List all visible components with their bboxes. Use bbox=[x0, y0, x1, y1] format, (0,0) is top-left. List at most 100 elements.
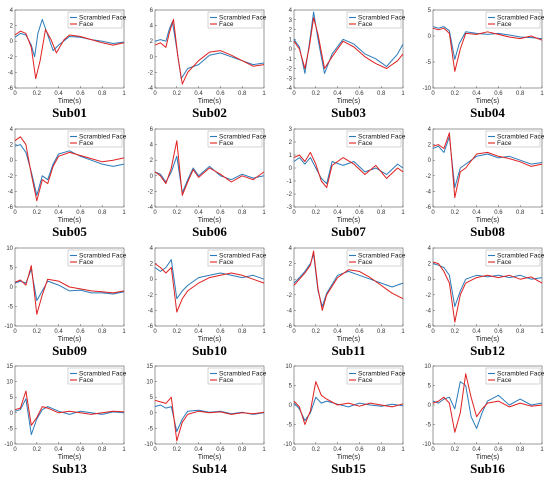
subject-label: Sub14 bbox=[192, 461, 227, 476]
series-line-face bbox=[14, 136, 125, 202]
y-tick-label: 15 bbox=[6, 364, 13, 370]
x-tick-label: 0.8 bbox=[377, 91, 386, 97]
y-tick-label: 5 bbox=[289, 384, 293, 390]
legend-box bbox=[346, 130, 402, 148]
y-tick-label: 5 bbox=[10, 395, 14, 401]
subplot-sub14: -10 -5 0 5 10 15 0 0.2 0.4 0.6 0.8 1 Scrambled FaceF… bbox=[144, 364, 266, 476]
x-tick-label: 0.6 bbox=[494, 447, 503, 453]
legend-label: Face bbox=[358, 21, 373, 28]
x-tick-label: 0.6 bbox=[76, 91, 85, 97]
series-line-face bbox=[154, 18, 265, 85]
x-tick-label: 0.6 bbox=[216, 210, 225, 216]
series-line-face bbox=[432, 261, 543, 323]
legend-box bbox=[67, 249, 123, 267]
x-tick-label: 0.6 bbox=[494, 91, 503, 97]
x-tick-label: 0.2 bbox=[173, 447, 182, 453]
y-tick-label: -6 bbox=[148, 324, 154, 330]
x-tick-label: 0.8 bbox=[516, 447, 525, 453]
y-tick-label: -2 bbox=[148, 70, 154, 76]
y-tick-label: 4 bbox=[150, 24, 154, 30]
y-tick-label: -2 bbox=[287, 192, 293, 198]
x-tick-label: 0 bbox=[292, 447, 296, 453]
y-tick-label: -4 bbox=[287, 86, 293, 92]
legend-label: Face bbox=[219, 140, 234, 147]
x-tick-label: 1 bbox=[401, 210, 405, 216]
x-axis-label: Time(s) bbox=[476, 336, 499, 343]
y-tick-label: -4 bbox=[8, 70, 14, 76]
x-tick-label: 0.2 bbox=[33, 210, 42, 216]
y-tick-label: -5 bbox=[287, 423, 293, 429]
y-tick-label: -3 bbox=[287, 205, 293, 211]
legend-label: Scrambled Face bbox=[219, 15, 267, 22]
x-tick-label: 0 bbox=[13, 91, 17, 97]
y-tick-label: 0 bbox=[150, 55, 154, 61]
x-tick-label: 0 bbox=[153, 91, 157, 97]
x-tick-label: 0.2 bbox=[312, 91, 321, 97]
y-tick-label: -4 bbox=[426, 189, 432, 195]
series-line-face bbox=[432, 373, 543, 433]
x-tick-label: 1 bbox=[122, 329, 126, 335]
y-tick-label: -10 bbox=[4, 324, 13, 330]
x-tick-label: 0 bbox=[153, 447, 157, 453]
y-tick-label: 0 bbox=[428, 158, 432, 164]
y-tick-label: 15 bbox=[146, 364, 153, 370]
x-tick-label: 1 bbox=[262, 91, 266, 97]
series-line-face bbox=[14, 29, 125, 80]
x-tick-label: 0.6 bbox=[216, 91, 225, 97]
y-tick-label: 4 bbox=[428, 127, 432, 133]
x-tick-label: 0.8 bbox=[98, 210, 107, 216]
subject-label: Sub01 bbox=[52, 105, 87, 120]
y-tick-label: -2 bbox=[148, 189, 154, 195]
y-tick-label: 2 bbox=[289, 262, 293, 268]
y-tick-label: 10 bbox=[146, 380, 153, 386]
subject-label: Sub07 bbox=[331, 224, 366, 239]
y-tick-label: 0 bbox=[10, 39, 14, 45]
x-tick-label: 1 bbox=[540, 91, 544, 97]
series-line-scrambled-face bbox=[154, 404, 265, 432]
y-tick-label: 0 bbox=[428, 34, 432, 40]
subject-label: Sub03 bbox=[331, 105, 366, 120]
x-tick-label: 0.4 bbox=[472, 210, 481, 216]
x-tick-label: 0.8 bbox=[98, 329, 107, 335]
x-tick-label: 0 bbox=[13, 210, 17, 216]
x-tick-label: 0.8 bbox=[377, 447, 386, 453]
x-tick-label: 0.6 bbox=[355, 447, 364, 453]
x-tick-label: 1 bbox=[401, 91, 405, 97]
y-tick-label: 0 bbox=[289, 47, 293, 53]
legend-label: Scrambled Face bbox=[358, 371, 406, 378]
x-tick-label: 0.2 bbox=[33, 91, 42, 97]
x-tick-label: 0 bbox=[431, 329, 435, 335]
y-tick-label: -6 bbox=[426, 324, 432, 330]
series-line-face bbox=[293, 250, 404, 311]
legend-label: Scrambled Face bbox=[79, 253, 127, 260]
legend-label: Scrambled Face bbox=[79, 371, 127, 378]
y-tick-label: -4 bbox=[148, 205, 154, 211]
x-tick-label: 0 bbox=[13, 329, 17, 335]
series-line-scrambled-face bbox=[14, 144, 125, 196]
x-tick-label: 0.2 bbox=[33, 329, 42, 335]
y-tick-label: 4 bbox=[150, 143, 154, 149]
y-tick-label: -10 bbox=[283, 442, 292, 448]
subject-label: Sub06 bbox=[192, 224, 227, 239]
y-tick-label: -5 bbox=[426, 423, 432, 429]
x-tick-label: 0.6 bbox=[355, 91, 364, 97]
x-tick-label: 0.4 bbox=[194, 447, 203, 453]
y-tick-label: -5 bbox=[8, 426, 14, 432]
legend-box bbox=[207, 367, 263, 385]
x-tick-label: 0.6 bbox=[355, 329, 364, 335]
legend-label: Scrambled Face bbox=[358, 134, 406, 141]
y-tick-label: 4 bbox=[289, 8, 293, 14]
series-line-scrambled-face bbox=[432, 26, 543, 60]
series-line-face bbox=[154, 140, 265, 196]
legend-box bbox=[207, 130, 263, 148]
x-tick-label: 0.4 bbox=[194, 91, 203, 97]
x-tick-label: 0.4 bbox=[333, 447, 342, 453]
y-tick-label: -2 bbox=[287, 293, 293, 299]
x-tick-label: 1 bbox=[262, 329, 266, 335]
subplot-sub06: -4 -2 0 2 4 6 0 0.2 0.4 0.6 0.8 1 Scrambled FaceFace… bbox=[148, 127, 267, 239]
subplot-sub15: -10 -5 0 5 10 0 0.2 0.4 0.6 0.8 1 Scrambled FaceFac… bbox=[283, 364, 405, 476]
x-tick-label: 0.8 bbox=[238, 329, 247, 335]
x-tick-label: 0.2 bbox=[312, 210, 321, 216]
legend-label: Scrambled Face bbox=[358, 253, 406, 260]
